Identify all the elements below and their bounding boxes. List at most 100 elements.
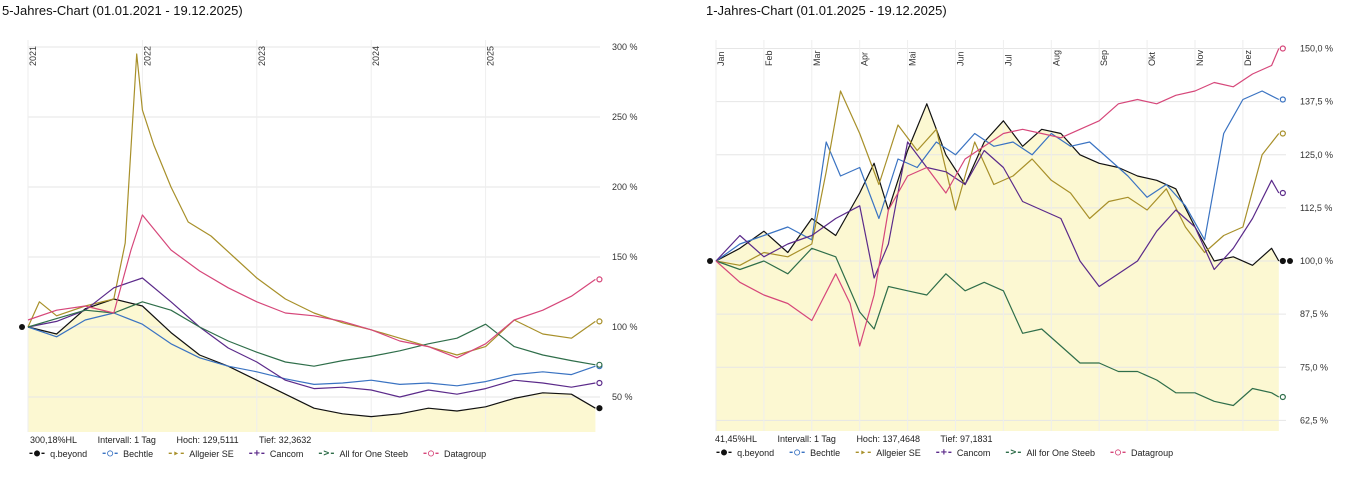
series-end-marker (1279, 130, 1286, 137)
x-tick-label: Jan (716, 51, 726, 66)
legend-item[interactable]: -○- Bechtle (788, 447, 840, 458)
legend-marker-icon: -+- (247, 448, 266, 459)
x-tick-label: Feb (764, 50, 774, 66)
y-tick-label: 150,0 % (1300, 44, 1333, 54)
y-tick-label: 75,0 % (1300, 362, 1328, 372)
legend-marker-icon: -○- (1108, 447, 1128, 458)
legend-item[interactable]: -○- Datagroup (422, 448, 486, 459)
legend-label: Cancom (956, 447, 991, 458)
legend-label: Bechtle (123, 448, 154, 459)
y-tick-label: 100 % (612, 322, 638, 332)
area-fill-1y (716, 103, 1279, 431)
x-tick-label: Apr (860, 52, 870, 66)
x-tick-label: 2021 (28, 46, 38, 66)
legend-marker-icon: -▸- (167, 448, 186, 459)
legend-item[interactable]: -▸- Allgeier SE (854, 447, 921, 458)
y-tick-label: 137,5 % (1300, 97, 1333, 107)
baseline-end-marker (1287, 258, 1293, 264)
series-line-cancom (27, 277, 596, 398)
legend-item[interactable]: -○- Datagroup (1109, 447, 1173, 458)
series-line-bechtle (27, 312, 596, 387)
chart-title-5y: 5-Jahres-Chart (01.01.2021 - 19.12.2025) (2, 3, 243, 18)
series-end-marker (596, 318, 603, 325)
x-tick-label: Okt (1147, 51, 1157, 66)
series-end-marker (1279, 189, 1286, 197)
legend-label: q.beyond (50, 448, 88, 459)
baseline-start-marker (707, 258, 713, 264)
x-tick-label: Sep (1099, 50, 1109, 66)
legend-marker-icon: -○- (421, 448, 441, 459)
legend-item[interactable]: ->- All for One Steeb (317, 448, 408, 459)
series-line-cancom (715, 141, 1280, 288)
series-line-datagroup (715, 48, 1280, 347)
legend-item[interactable]: ->- All for One Steeb (1004, 447, 1095, 458)
legend-item[interactable]: -●- q.beyond (715, 447, 774, 458)
series-line-all-for-one-steeb (715, 247, 1280, 407)
legend-label: All for One Steeb (1026, 447, 1095, 458)
stat-high: Hoch: 129,5111 (176, 435, 239, 445)
legend-5y: -●- q.beyond -○- Bechtle -▸- Allgeier SE -+- Ca… (28, 448, 486, 459)
legend-label: All for One Steeb (339, 448, 408, 459)
legend-item[interactable]: -+- Cancom (935, 447, 991, 458)
stat-high: Hoch: 137,4648 (856, 434, 920, 444)
series-end-marker (596, 379, 603, 387)
y-tick-label: 50 % (612, 392, 633, 402)
series-line-allgeier-se (715, 90, 1280, 266)
x-tick-label: Jul (1003, 54, 1013, 66)
series-line-q-beyond (27, 298, 596, 418)
series-end-marker (1279, 96, 1286, 103)
legend-label: Bechtle (810, 447, 841, 458)
legend-marker-icon: -▸- (854, 447, 873, 458)
x-tick-label: 2023 (257, 46, 267, 66)
y-tick-label: 100,0 % (1300, 256, 1333, 266)
legend-item[interactable]: -○- Bechtle (101, 448, 153, 459)
legend-marker-icon: -●- (715, 447, 734, 458)
legend-label: Allgeier SE (189, 448, 234, 459)
chart-title-1y: 1-Jahres-Chart (01.01.2025 - 19.12.2025) (706, 3, 947, 18)
stat-interval: Intervall: 1 Tag (777, 434, 836, 444)
y-tick-label: 112,5 % (1300, 203, 1332, 213)
series-line-allgeier-se (27, 53, 596, 356)
stat-interval: Intervall: 1 Tag (97, 435, 156, 445)
legend-label: Allgeier SE (876, 447, 921, 458)
legend-label: Cancom (269, 448, 304, 459)
legend-item[interactable]: -▸- Allgeier SE (167, 448, 234, 459)
x-tick-label: Aug (1051, 50, 1061, 66)
series-line-datagroup (27, 214, 596, 359)
baseline-start-marker (19, 324, 25, 330)
y-tick-label: 300 % (612, 42, 638, 52)
legend-1y: -●- q.beyond -○- Bechtle -▸- Allgeier SE -+- Ca… (715, 447, 1173, 458)
series-end-marker (596, 361, 603, 368)
x-tick-label: Jun (955, 51, 965, 66)
series-end-marker (1279, 257, 1286, 265)
stats-5y: 300,18%HL Intervall: 1 Tag Hoch: 129,511… (30, 435, 329, 445)
x-tick-label: Mar (812, 50, 822, 66)
legend-marker-icon: -○- (101, 448, 120, 459)
y-tick-label: 250 % (612, 112, 638, 122)
series-end-marker (596, 276, 603, 283)
series-line-all-for-one-steeb (27, 301, 596, 367)
x-tick-label: Dez (1243, 49, 1253, 66)
x-tick-label: 2022 (142, 46, 152, 66)
legend-item[interactable]: -●- q.beyond (28, 448, 87, 459)
stat-hl: 300,18%HL (30, 435, 78, 445)
stat-hl: 41,45%HL (715, 434, 758, 444)
legend-marker-icon: -+- (934, 447, 953, 458)
series-end-marker (596, 405, 603, 412)
x-tick-label: Mai (908, 51, 918, 66)
legend-marker-icon: ->- (317, 448, 336, 459)
stat-low: Tief: 97,1831 (940, 434, 993, 444)
legend-marker-icon: -○- (788, 447, 807, 458)
x-tick-label: 2024 (371, 46, 381, 66)
x-tick-label: 2025 (486, 46, 496, 66)
series-end-marker (1279, 393, 1286, 401)
stat-low: Tief: 32,3632 (259, 435, 312, 445)
legend-label: q.beyond (737, 447, 775, 458)
legend-marker-icon: ->- (1004, 447, 1023, 458)
x-tick-label: Nov (1195, 49, 1205, 66)
y-tick-label: 125,0 % (1300, 150, 1333, 160)
legend-label: Datagroup (1131, 447, 1174, 458)
series-line-bechtle (715, 90, 1280, 262)
legend-item[interactable]: -+- Cancom (248, 448, 304, 459)
